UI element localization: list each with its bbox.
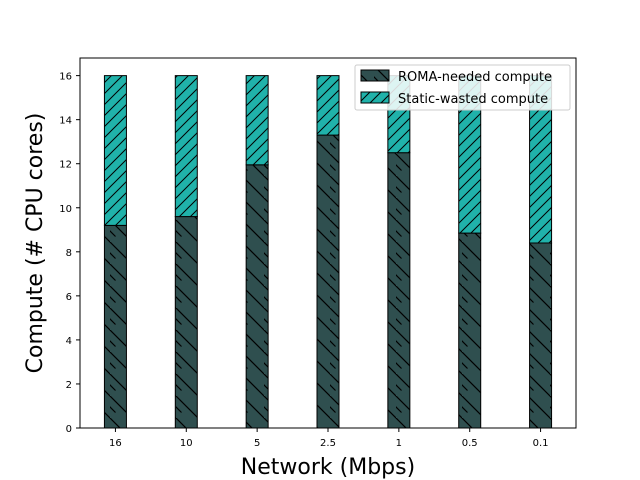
bar-roma-3	[245, 164, 269, 429]
legend-swatch-roma-hatch	[360, 69, 390, 82]
y-tick-label: 8	[66, 248, 72, 259]
x-tick-label: 2.5	[320, 438, 336, 449]
legend-swatch-static-hatch	[360, 91, 390, 104]
x-tick-label: 10	[180, 438, 193, 449]
bar-roma-2	[174, 216, 198, 429]
bar-hatch	[387, 152, 411, 429]
x-axis-title: Network (Mbps)	[241, 455, 415, 480]
y-tick-label: 16	[59, 72, 72, 83]
y-tick-label: 2	[66, 380, 72, 391]
x-tick-label: 1	[396, 438, 402, 449]
x-tick-label: 5	[254, 438, 260, 449]
bar-hatch	[174, 216, 198, 429]
bar-static-1	[103, 75, 127, 226]
x-tick-label: 16	[109, 438, 122, 449]
y-axis-title: Compute (# CPU cores)	[23, 113, 48, 374]
y-tick-label: 12	[59, 160, 72, 171]
bar-roma-5	[387, 152, 411, 429]
y-axis: 0 2 4 6 8 10 12 14 16	[59, 72, 80, 435]
bar-roma-4	[316, 134, 340, 429]
bar-hatch	[529, 242, 553, 429]
legend-label-static: Static-wasted compute	[398, 92, 548, 107]
bar-hatch	[316, 75, 340, 136]
y-tick-label: 0	[66, 424, 72, 435]
bar-hatch	[458, 232, 482, 429]
bar-roma-6	[458, 232, 482, 429]
bar-hatch	[316, 134, 340, 429]
bar-roma-7	[529, 242, 553, 429]
bar-hatch	[245, 164, 269, 429]
bar-static-2	[174, 75, 198, 218]
y-tick-label: 6	[66, 292, 72, 303]
legend-label-roma: ROMA-needed compute	[398, 70, 552, 85]
x-tick-label: 0.5	[462, 438, 478, 449]
bar-static-7	[529, 75, 553, 244]
legend: ROMA-needed compute Static-wasted comput…	[354, 64, 571, 111]
bar-hatch	[103, 224, 127, 429]
legend-frame	[354, 64, 571, 111]
x-tick-label: 0.1	[533, 438, 549, 449]
bar-hatch	[103, 75, 127, 226]
x-axis: 16 10 5 2.5 1 0.5 0.1	[109, 428, 549, 449]
bar-hatch	[174, 75, 198, 218]
bar-roma-1	[103, 224, 127, 429]
bar-hatch	[245, 75, 269, 166]
y-tick-label: 14	[59, 116, 72, 127]
y-tick-label: 10	[59, 204, 72, 215]
bar-static-3	[245, 75, 269, 166]
bars-layer	[103, 75, 553, 429]
y-tick-label: 4	[66, 336, 72, 347]
bar-static-6	[458, 75, 482, 234]
bar-static-4	[316, 75, 340, 136]
